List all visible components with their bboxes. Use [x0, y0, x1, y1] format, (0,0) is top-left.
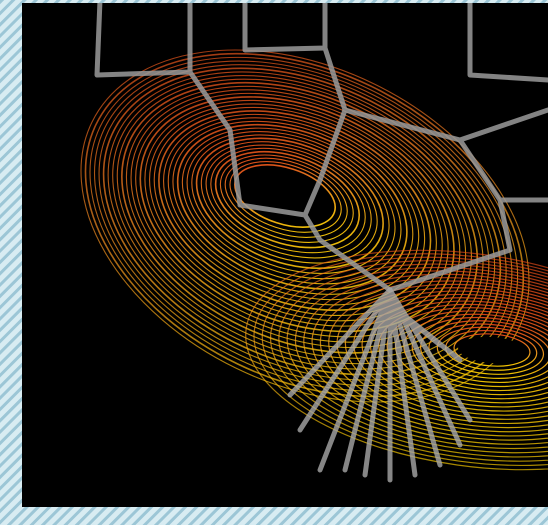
- contour: [191, 134, 390, 274]
- contour: [453, 333, 531, 367]
- contour: [303, 273, 548, 441]
- contour: [158, 110, 432, 311]
- fan-line: [382, 297, 403, 353]
- contour: [93, 60, 513, 387]
- contour: [186, 130, 396, 280]
- contour: [278, 263, 548, 454]
- contour: [428, 323, 548, 379]
- hole: [458, 336, 526, 364]
- contour: [286, 266, 548, 450]
- bond: [467, 3, 548, 83]
- contour: [411, 316, 548, 388]
- contour: [229, 161, 342, 233]
- contour: [419, 320, 548, 384]
- fan-line: [317, 287, 393, 473]
- fan-line: [297, 287, 393, 433]
- canvas: [22, 3, 548, 507]
- contour: [344, 290, 548, 420]
- contour: [200, 141, 378, 264]
- fan-line: [342, 287, 393, 473]
- contour: [436, 326, 545, 375]
- fan-line: [387, 287, 443, 468]
- bond: [187, 69, 243, 208]
- bond: [242, 3, 328, 53]
- contour: [116, 78, 484, 359]
- contour: [172, 120, 414, 295]
- contour: [353, 293, 548, 416]
- contour: [80, 49, 530, 403]
- bond: [302, 212, 393, 293]
- contour: [328, 283, 548, 429]
- bonds: [94, 3, 548, 293]
- fan-line: [387, 287, 418, 478]
- contour: [84, 52, 525, 398]
- fan-line: [362, 287, 393, 478]
- contour: [195, 137, 384, 270]
- contour: [98, 64, 507, 381]
- contour: [361, 297, 548, 412]
- contour: [311, 277, 548, 437]
- fan-lines: [287, 287, 473, 483]
- contour: [294, 270, 548, 445]
- contour: [336, 287, 548, 425]
- contour: [121, 81, 479, 354]
- contour: [214, 150, 361, 249]
- contour: [210, 147, 366, 254]
- contour: [224, 157, 348, 238]
- contour: [219, 154, 354, 243]
- contour: [319, 280, 548, 433]
- contour: [176, 123, 408, 290]
- contour: [163, 113, 426, 306]
- fan-line: [382, 297, 463, 363]
- contour: [181, 127, 402, 285]
- contour: [386, 307, 548, 400]
- fan-line: [287, 287, 393, 398]
- contour: [261, 256, 548, 462]
- contour: [89, 56, 519, 392]
- contour: [245, 249, 548, 471]
- contour: [269, 260, 548, 458]
- bond: [387, 197, 513, 293]
- contour: [205, 144, 372, 259]
- bond: [94, 3, 193, 78]
- contour: [167, 117, 420, 301]
